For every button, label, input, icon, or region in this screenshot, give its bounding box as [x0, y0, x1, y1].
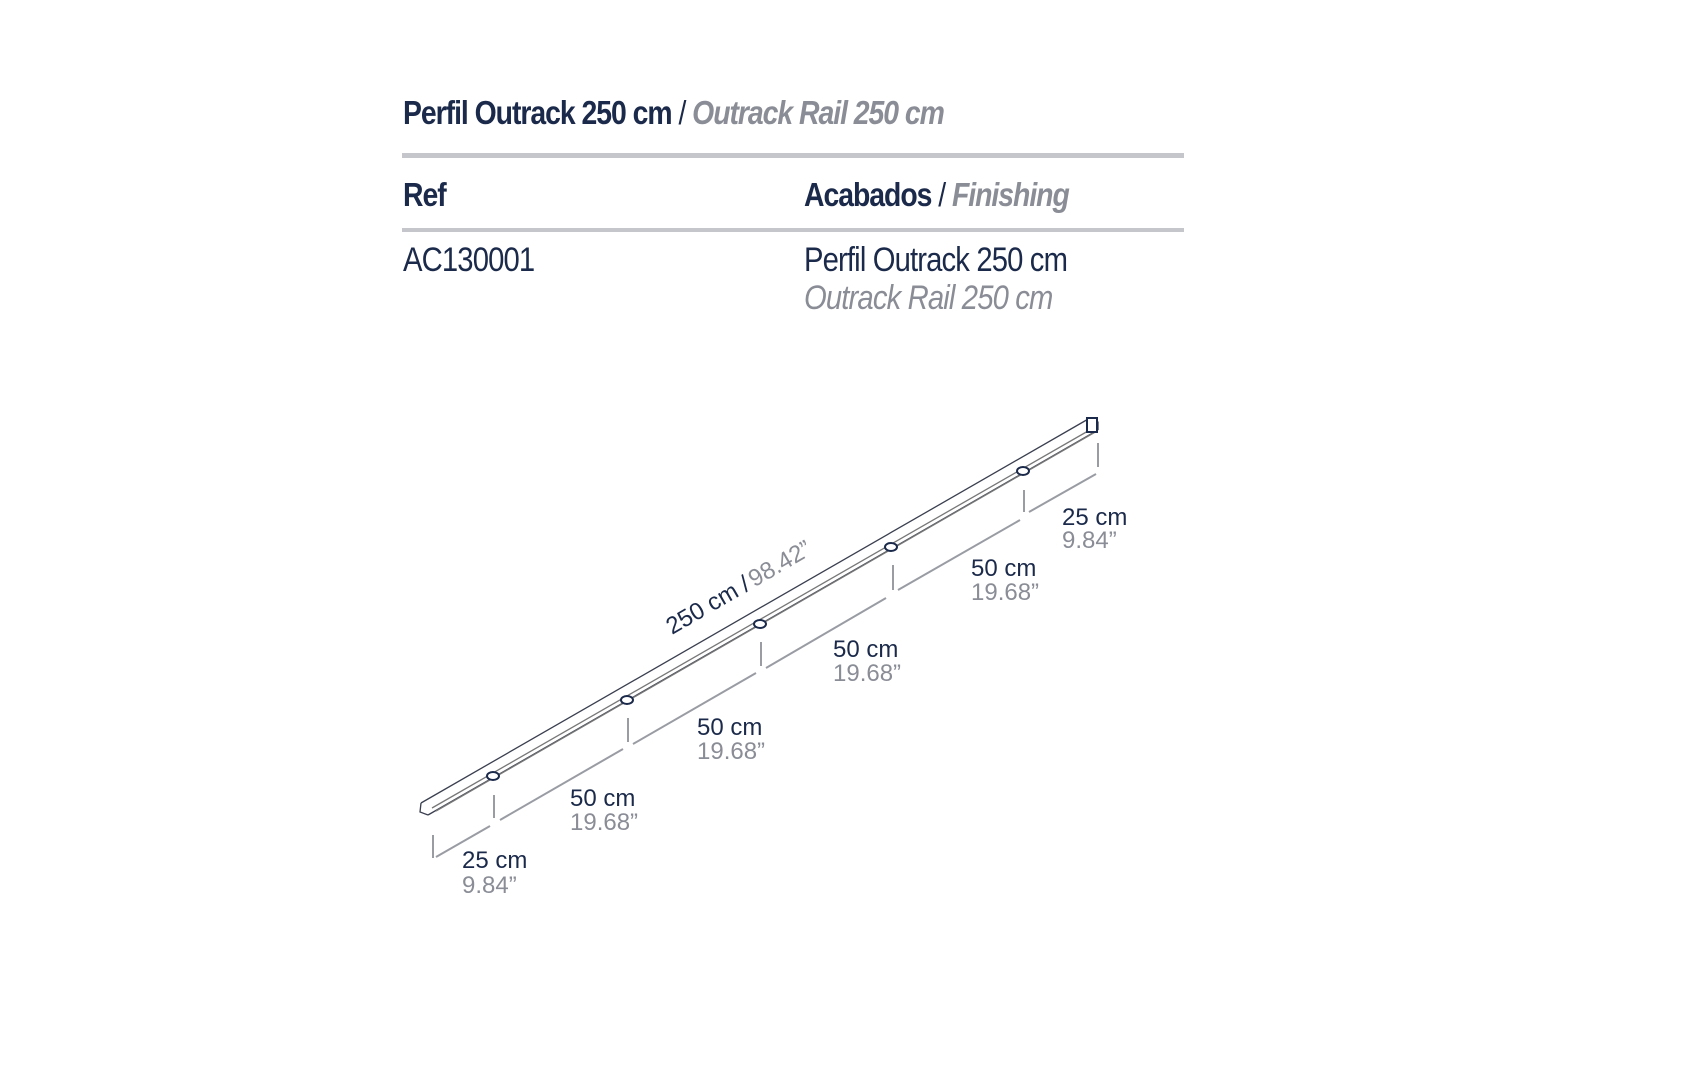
- mount-icon: [753, 619, 767, 629]
- mount-icon: [486, 771, 500, 781]
- segment-cm: 50 cm: [971, 555, 1036, 582]
- segment-cm: 25 cm: [1062, 504, 1127, 531]
- segment-in: 9.84”: [462, 872, 517, 899]
- title-es: Perfil Outrack 250 cm: [403, 94, 673, 131]
- segment-in: 19.68”: [697, 738, 765, 765]
- segment-cm: 50 cm: [833, 636, 898, 663]
- header-finishing-en: Finishing: [951, 176, 1070, 213]
- title-separator: /: [678, 94, 686, 131]
- dimension-lines: [432, 443, 1099, 858]
- segment-in: 9.84”: [1062, 527, 1117, 554]
- total-label: 250 cm / 98.42”: [662, 535, 817, 640]
- finishing-es-value: Perfil Outrack 250 cm: [804, 241, 1068, 279]
- header-finishing-es: Acabados: [804, 176, 932, 213]
- finishing-en-value: Outrack Rail 250 cm: [804, 279, 1053, 317]
- header-finishing: Acabados / Finishing: [804, 176, 1070, 214]
- header-separator: /: [938, 176, 946, 213]
- mounts: [486, 417, 1098, 781]
- page-title: Perfil Outrack 250 cm / Outrack Rail 250…: [403, 94, 945, 132]
- segment-in: 19.68”: [833, 660, 901, 687]
- segment-cm: 25 cm: [462, 847, 527, 874]
- segment-cm: 50 cm: [697, 714, 762, 741]
- mount-icon: [620, 695, 634, 705]
- divider: [402, 153, 1184, 158]
- segment-in: 19.68”: [570, 809, 638, 836]
- segment-cm: 50 cm: [570, 785, 635, 812]
- mount-icon: [1016, 466, 1030, 476]
- title-en: Outrack Rail 250 cm: [692, 94, 945, 131]
- end-cap-icon: [1086, 417, 1098, 433]
- ref-value: AC130001: [403, 241, 535, 279]
- header-ref: Ref: [403, 176, 447, 213]
- segment-in: 19.68”: [971, 579, 1039, 606]
- divider: [402, 228, 1184, 232]
- total-in: 98.42”: [744, 535, 816, 592]
- mount-icon: [884, 542, 898, 552]
